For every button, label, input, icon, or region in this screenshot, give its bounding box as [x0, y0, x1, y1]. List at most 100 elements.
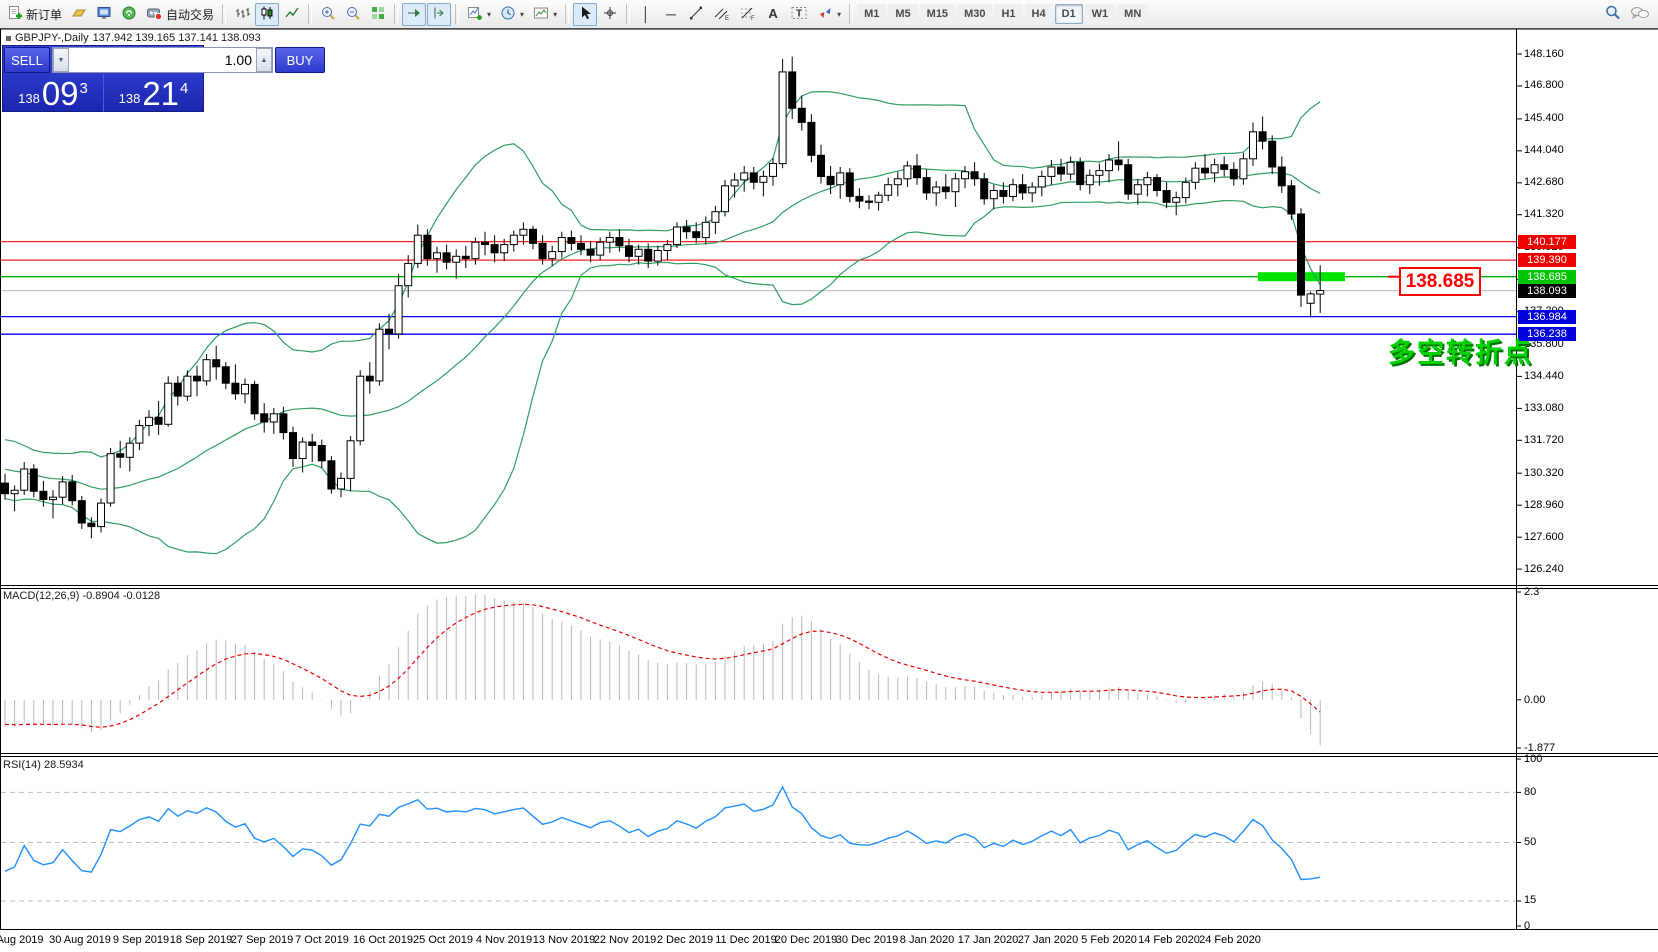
- timeframe-button-w1[interactable]: W1: [1084, 4, 1116, 24]
- chart-ohlc-values: 137.942 139.165 137.141 138.093: [92, 32, 261, 44]
- rsi-axis-label: 80: [1524, 785, 1537, 798]
- cursor-tool-button[interactable]: [573, 2, 598, 26]
- timeframe-button-m30[interactable]: M30: [957, 4, 993, 24]
- timeframe-button-m15[interactable]: M15: [919, 4, 956, 24]
- toolbar-separator: [308, 4, 313, 24]
- date-label: 16 Oct 2019: [353, 934, 413, 946]
- date-label: 30 Aug 2019: [49, 934, 111, 946]
- timeframe-button-m1[interactable]: M1: [857, 4, 887, 24]
- timeframe-button-mn[interactable]: MN: [1117, 4, 1149, 24]
- ask-pip-digit: 4: [180, 80, 189, 97]
- channel-tool-button[interactable]: E: [709, 3, 734, 26]
- date-label: 17 Jan 2020: [957, 934, 1019, 946]
- arrows-tool-button[interactable]: ▾: [813, 3, 845, 26]
- chart-title: GBPJPY-,Daily 137.942 139.165 137.141 13…: [6, 32, 261, 44]
- timeframe-button-h1[interactable]: H1: [994, 4, 1023, 24]
- one-click-trading-panel: SELL ▼ ▲ BUY 138 09 3 138 21 4: [2, 45, 325, 112]
- crosshair-tool-button[interactable]: [598, 3, 622, 26]
- horizontal-line-icon: ─: [666, 6, 677, 22]
- chart-shift-icon: [431, 5, 447, 24]
- template-icon: [533, 5, 549, 24]
- cursor-icon: [577, 5, 593, 24]
- data-window-button[interactable]: [92, 3, 116, 26]
- fibonacci-icon: F: [739, 5, 756, 24]
- new-order-button[interactable]: 新订单: [4, 3, 66, 26]
- date-label: 25 Oct 2019: [413, 934, 473, 946]
- sell-button[interactable]: SELL: [4, 47, 50, 73]
- label-icon: T: [790, 5, 808, 24]
- chat-button[interactable]: [1626, 3, 1654, 26]
- macd-axis-max-label: 2.3: [1524, 586, 1540, 598]
- chart-shift-button[interactable]: [427, 2, 452, 26]
- trendline-icon: [688, 5, 704, 24]
- price-tick-label: 127.600: [1524, 530, 1564, 543]
- buy-button[interactable]: BUY: [275, 47, 325, 73]
- signal-button[interactable]: [117, 3, 141, 26]
- price-axis[interactable]: 148.160 146.800 145.400 144.040 142.680 141.3…: [1517, 29, 1658, 932]
- horizontal-line-tool-button[interactable]: ─: [659, 3, 683, 26]
- zoom-out-button[interactable]: [341, 3, 365, 26]
- macd-axis-zero-label: 0.00: [1524, 693, 1546, 706]
- date-label: 4 Nov 2019: [475, 934, 533, 946]
- price-tick-label: 145.400: [1524, 112, 1564, 125]
- note-text-annotation[interactable]: 多空转折点: [1388, 338, 1533, 368]
- line-chart-button[interactable]: [280, 3, 304, 26]
- trade-panel-prices: 138 09 3 138 21 4: [3, 74, 203, 112]
- auto-scroll-button[interactable]: [402, 2, 427, 26]
- trendline-tool-button[interactable]: [684, 3, 708, 26]
- line-chart-icon: [284, 5, 300, 24]
- candlestick-chart-button[interactable]: [255, 2, 280, 26]
- volume-decrease-button[interactable]: ▼: [53, 48, 69, 72]
- price-tick-label: 142.680: [1524, 176, 1564, 189]
- timeframe-button-d1[interactable]: D1: [1054, 4, 1083, 24]
- rsi-axis-label: 50: [1524, 836, 1537, 848]
- tile-windows-button[interactable]: [366, 3, 390, 26]
- price-level-badge: 138.685: [1518, 269, 1576, 284]
- date-label: 22 Nov 2019: [593, 934, 657, 946]
- auto-trading-label: 自动交易: [166, 7, 215, 22]
- bar-chart-button[interactable]: [230, 3, 254, 26]
- auto-trading-button[interactable]: 自动交易: [142, 3, 218, 26]
- template-button[interactable]: ▾: [529, 3, 561, 26]
- period-button[interactable]: ▾: [496, 3, 528, 26]
- price-callout-138685[interactable]: 138.685: [1399, 267, 1481, 296]
- ask-big-digits: 21: [142, 75, 180, 112]
- search-icon: [1604, 4, 1621, 24]
- bid-price-button[interactable]: 138 09 3: [3, 74, 103, 112]
- ask-price-button[interactable]: 138 21 4: [103, 74, 203, 112]
- fibonacci-tool-button[interactable]: F: [735, 3, 760, 26]
- chart-marker-icon: [6, 35, 11, 41]
- bar-chart-icon: [234, 5, 251, 24]
- label-tool-button[interactable]: T: [786, 3, 812, 26]
- gold-bar-button[interactable]: [67, 3, 91, 26]
- zoom-in-button[interactable]: [316, 3, 340, 26]
- text-tool-button[interactable]: A: [761, 3, 785, 26]
- volume-increase-button[interactable]: ▲: [256, 48, 272, 72]
- rsi-axis-label: 100: [1524, 752, 1543, 765]
- date-label: 8 Jan 2020: [899, 934, 955, 946]
- date-label: 30 Dec 2019: [835, 934, 899, 946]
- date-label: 14 Feb 2020: [1138, 934, 1200, 946]
- svg-text:F: F: [751, 16, 755, 21]
- date-label: 5 Feb 2020: [1081, 934, 1137, 946]
- date-label: 2 Dec 2019: [656, 934, 714, 946]
- chevron-down-icon: ▾: [487, 9, 492, 19]
- date-label: 24 Feb 2020: [1199, 934, 1261, 946]
- rsi-axis-label: 0: [1524, 919, 1531, 932]
- timeframe-button-m5[interactable]: M5: [888, 4, 918, 24]
- ask-prefix: 138: [118, 91, 141, 106]
- timeframe-button-h4[interactable]: H4: [1024, 4, 1053, 24]
- date-axis[interactable]: Aug 2019 30 Aug 2019 9 Sep 2019 18 Sep 2019…: [0, 930, 1658, 952]
- price-tick-label: 148.160: [1524, 47, 1564, 60]
- crosshair-icon: [602, 5, 618, 24]
- vertical-line-tool-button[interactable]: │: [634, 3, 658, 26]
- toolbar-separator: [455, 4, 460, 24]
- tile-windows-icon: [370, 5, 386, 24]
- autotrade-icon: [146, 5, 163, 24]
- candlestick-icon: [259, 5, 275, 24]
- search-button[interactable]: [1600, 3, 1625, 26]
- new-chart-button[interactable]: ▾: [463, 3, 495, 26]
- volume-input[interactable]: [69, 48, 256, 72]
